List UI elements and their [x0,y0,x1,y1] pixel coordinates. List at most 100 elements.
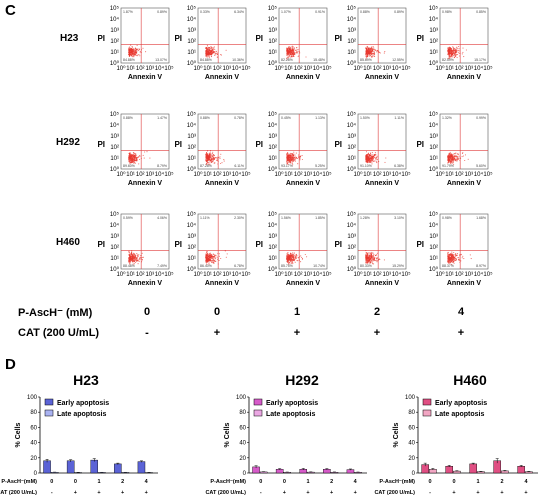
y-tick-label: 10⁵ [187,5,197,12]
event-dot [139,55,141,57]
cat-value: + [145,490,148,496]
event-dot [130,44,132,46]
cat-value: + [500,490,503,496]
event-dot [138,53,140,56]
event-dot [134,53,136,55]
y-axis-title: % Cells [15,422,22,447]
event-dot [288,55,290,57]
cat-condition-label: CAT (200 U/mL) [374,490,415,496]
pasch-value: 2 [121,479,124,485]
pasch-condition-label: P-AscH⁻(mM) [1,479,37,485]
event-dot [207,49,209,51]
x-axis-label: Annexin V [205,74,240,81]
pasch-value: 0 [283,479,286,485]
event-dot [213,54,216,56]
x-tick-label: 10¹ [203,66,212,72]
x-tick-label: 10⁴ [155,65,165,72]
event-dot [128,47,130,49]
event-dot [215,50,217,52]
pasch-value: 2 [500,479,503,485]
cat-value: - [429,490,431,496]
y-tick-label: 10⁴ [187,16,197,23]
y-tick-label: 10⁰ [187,60,197,67]
event-dot [209,51,211,53]
event-dot [213,46,215,48]
x-axis-label: Annexin V [128,74,163,81]
cat-value: + [283,490,286,496]
y-tick-label: 10⁰ [110,60,120,67]
y-tick-label: 60 [30,425,37,431]
event-dot [293,49,295,51]
quadrant-percent-q4: 13.07% [155,58,167,62]
event-dot [210,55,213,57]
event-dot [135,50,137,52]
cat-value: + [97,490,100,496]
event-dot [133,56,135,58]
event-dot [135,48,137,50]
event-dot [128,50,131,52]
y-tick-label: 20 [30,456,37,462]
event-dot [225,49,227,51]
event-dot [136,55,138,57]
event-dot [205,51,207,54]
x-tick-label: 10⁰ [193,65,203,72]
x-tick-label: 10² [213,66,222,72]
event-dot [131,49,133,51]
panel-c-letter: C [5,2,16,19]
event-dot [135,52,137,54]
event-dot [210,47,212,49]
bar [90,459,98,474]
event-dot [213,51,215,53]
event-dot [216,54,218,56]
y-tick-label: 80 [30,410,37,416]
event-dot [129,50,131,52]
event-dot [208,54,210,56]
event-dot [128,55,130,57]
cat-condition-label: CAT (200 U/mL) [205,490,246,496]
event-dot [211,54,213,56]
event-dot [207,51,209,53]
chart-title: H292 [285,372,319,388]
event-dot [133,51,135,53]
event-dot [134,49,136,51]
event-dot [205,56,207,58]
bar [114,463,122,474]
bar [445,466,454,474]
cat-value: + [354,490,357,496]
event-dot [208,56,210,58]
cat-value: + [524,490,527,496]
legend-label: Late apoptosis [435,411,485,418]
event-dot [206,56,209,58]
event-dot [220,53,222,56]
pasch-value: 0 [428,479,431,485]
event-dot [130,54,133,56]
flow-cytometry-grid: 1.87% 0.89%84.88% 13.07%10⁰10⁰10¹10¹10²10²… [97,5,493,287]
event-dot [296,49,298,51]
event-dot [130,51,132,53]
quadrant-percent-q3: 84.88% [200,58,212,62]
event-dot [207,46,209,48]
pasch-condition-label: P-AscH⁻(mM) [210,479,246,485]
bar [137,461,146,474]
event-dot [142,47,144,49]
event-dot [209,49,211,51]
legend-swatch [44,409,54,417]
event-dot [207,53,209,55]
event-dot [145,51,147,53]
event-dot [286,56,288,58]
event-dot [215,54,217,56]
event-dot [288,45,290,48]
event-dot [293,48,295,50]
dot-plot: 0.33% 6.34%84.88% 10.36%10⁰10⁰10¹10¹10²10²… [174,5,251,81]
y-axis-title: % Cells [224,422,231,447]
y-tick-label: 10⁵ [110,5,120,12]
pasch-value: 0 [259,479,262,485]
event-dot [206,48,208,50]
event-dot [205,52,207,55]
event-dot [211,48,213,50]
event-dot [293,47,295,49]
event-dot [135,54,137,56]
event-dot [133,47,135,49]
